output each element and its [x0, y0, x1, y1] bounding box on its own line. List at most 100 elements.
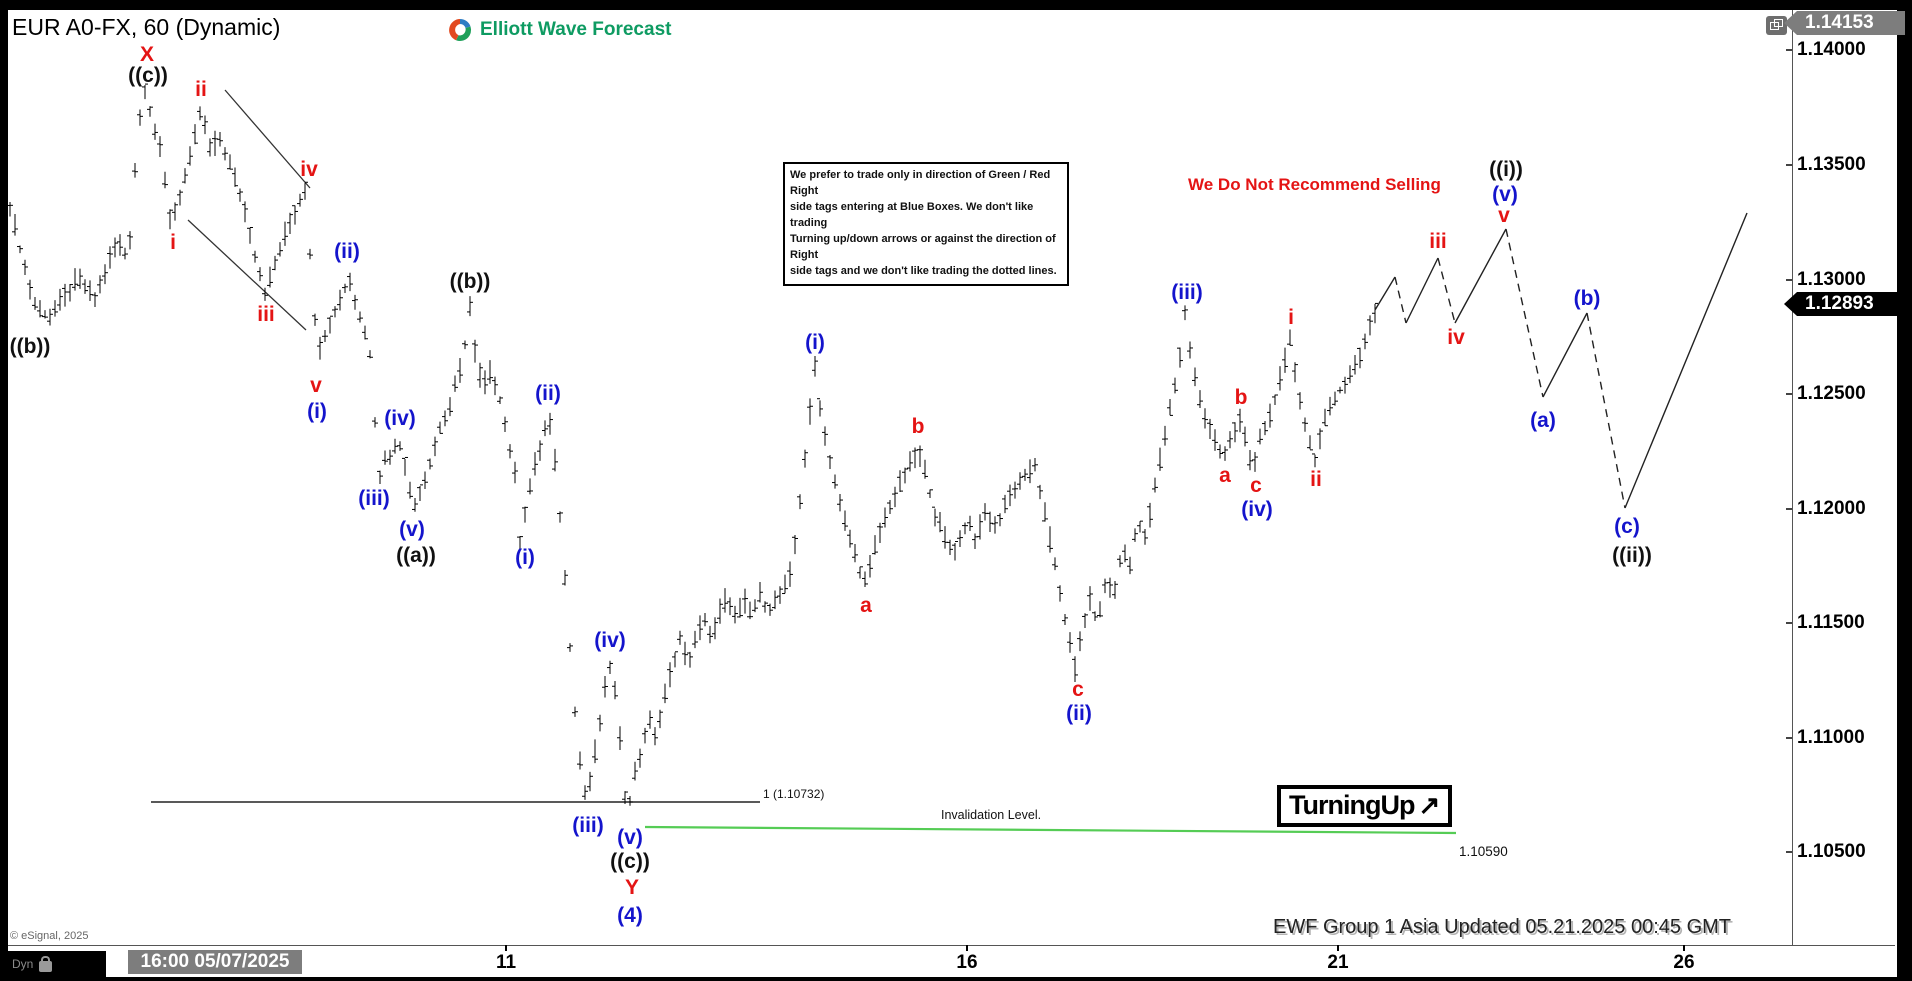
wave-label: (iv)	[384, 407, 416, 430]
wave-label: (b)	[1573, 287, 1601, 310]
projected-path-solid	[1624, 212, 1748, 509]
elliott-wave-forecast-logo-icon	[449, 18, 472, 41]
projected-path-dashed	[1437, 257, 1456, 324]
wave-label: X	[139, 43, 155, 66]
price-axis-label: 1.10500	[1797, 841, 1866, 862]
wave-label: b	[1234, 386, 1248, 409]
dyn-status-bar: Dyn	[8, 951, 106, 977]
wave-label: iv	[300, 158, 318, 181]
wave-label: v	[1498, 204, 1510, 227]
time-axis-label: 11	[495, 952, 517, 973]
projected-path-solid	[1405, 257, 1439, 324]
price-axis-label: 1.13000	[1797, 269, 1866, 290]
session-high-badge: 1.14153	[1784, 11, 1905, 35]
projected-path-dashed	[1394, 276, 1407, 324]
wave-label: ((c))	[610, 850, 650, 873]
wave-label: b	[911, 415, 925, 438]
price-axis-tick	[1786, 508, 1792, 510]
wave-label: (c)	[1614, 515, 1640, 538]
wave-label: ((a))	[396, 544, 436, 567]
wave-label: (v)	[399, 518, 425, 541]
wave-label: iii	[1429, 230, 1447, 253]
projected-path-solid	[1374, 276, 1396, 311]
wave-label: (v)	[617, 826, 643, 849]
wave-one-level-label: 1 (1.10732)	[763, 787, 825, 801]
wave-label: iv	[1447, 326, 1465, 349]
wave-label: (ii)	[334, 240, 360, 263]
wave-label: (i)	[307, 400, 327, 423]
projected-path-solid	[1454, 228, 1507, 324]
projected-path-dashed	[1505, 228, 1544, 398]
wave-label: ((ii))	[1612, 544, 1652, 567]
update-timestamp: EWF Group 1 Asia Updated 05.21.2025 00:4…	[1272, 916, 1732, 938]
no-selling-warning: We Do Not Recommend Selling	[1188, 175, 1441, 194]
wave-label: ((b))	[449, 270, 491, 293]
wave-label: (iv)	[1241, 498, 1273, 521]
ohlc-bars	[7, 83, 1378, 806]
time-axis-label: 26	[1673, 952, 1695, 973]
esignal-copyright: © eSignal, 2025	[10, 930, 89, 942]
wave-label: (i)	[805, 331, 825, 354]
dyn-label: Dyn	[12, 957, 34, 971]
up-right-arrow-icon: ↗	[1418, 790, 1441, 820]
price-axis-label: 1.11500	[1797, 612, 1865, 633]
wave-label: Y	[624, 876, 640, 899]
wave-label: (ii)	[1066, 702, 1092, 725]
wave-label: ((c))	[128, 64, 168, 87]
price-axis-tick	[1786, 393, 1792, 395]
wave-label: (ii)	[535, 382, 561, 405]
price-axis-tick	[1786, 279, 1792, 281]
time-axis-tick	[1683, 945, 1685, 951]
turning-up-signal-badge: TurningUp ↗	[1277, 785, 1453, 827]
disclaimer-line: We prefer to trade only in direction of …	[790, 169, 1051, 197]
time-axis-label: 16	[956, 952, 978, 973]
cursor-time-badge: 16:00 05/07/2025	[128, 950, 302, 974]
wave-label: ((i))	[1489, 158, 1523, 181]
price-axis-label: 1.13500	[1797, 154, 1866, 175]
invalidation-level-label: Invalidation Level.	[941, 808, 1042, 822]
wave-label: (i)	[515, 546, 535, 569]
wave-label: (iii)	[1171, 281, 1203, 304]
price-axis-border	[1792, 10, 1793, 945]
turning-up-label: TurningUp	[1289, 790, 1415, 820]
price-axis-tick	[1786, 737, 1792, 739]
time-axis-border	[8, 945, 1895, 946]
wave-label: v	[310, 374, 322, 397]
price-axis-label: 1.11000	[1797, 727, 1865, 748]
price-axis-label: 1.14000	[1797, 39, 1866, 60]
brand-name: Elliott Wave Forecast	[480, 19, 672, 40]
time-axis-tick	[966, 945, 968, 951]
price-axis-tick	[1786, 49, 1792, 51]
price-axis-tick	[1786, 164, 1792, 166]
wave-label: c	[1250, 474, 1262, 497]
time-axis-tick	[505, 945, 507, 951]
wave-label: a	[1219, 464, 1231, 487]
wave-label: (4)	[617, 904, 643, 927]
brand-logo: Elliott Wave Forecast	[447, 17, 671, 43]
disclaimer-line: side tags and we don't like trading the …	[790, 264, 1057, 277]
lock-icon[interactable]	[39, 956, 53, 972]
symbol-title: EUR A0-FX, 60 (Dynamic)	[12, 14, 281, 40]
wave-label: ii	[195, 78, 207, 101]
wave-label: a	[860, 594, 872, 617]
wave-label: ((b))	[9, 335, 51, 358]
time-axis-tick	[1337, 945, 1339, 951]
price-axis-label: 1.12000	[1797, 498, 1866, 519]
projected-path-dashed	[1586, 312, 1626, 509]
wave-label: iii	[257, 303, 275, 326]
wave-label: (a)	[1530, 409, 1556, 432]
wave-label: (iii)	[572, 814, 604, 837]
restore-window-icon[interactable]	[1766, 16, 1787, 35]
wave-label: (v)	[1492, 183, 1518, 206]
trendline	[187, 219, 307, 331]
invalidation-price-label: 1.10590	[1459, 844, 1508, 859]
trendline	[224, 89, 311, 189]
invalidation-level-line	[644, 825, 1457, 835]
trading-disclaimer-box: We prefer to trade only in direction of …	[783, 162, 1069, 286]
wave-label: i	[170, 231, 176, 254]
disclaimer-line: side tags entering at Blue Boxes. We don…	[790, 200, 1034, 229]
wave-label: c	[1072, 678, 1084, 701]
wave-label: i	[1288, 306, 1294, 329]
